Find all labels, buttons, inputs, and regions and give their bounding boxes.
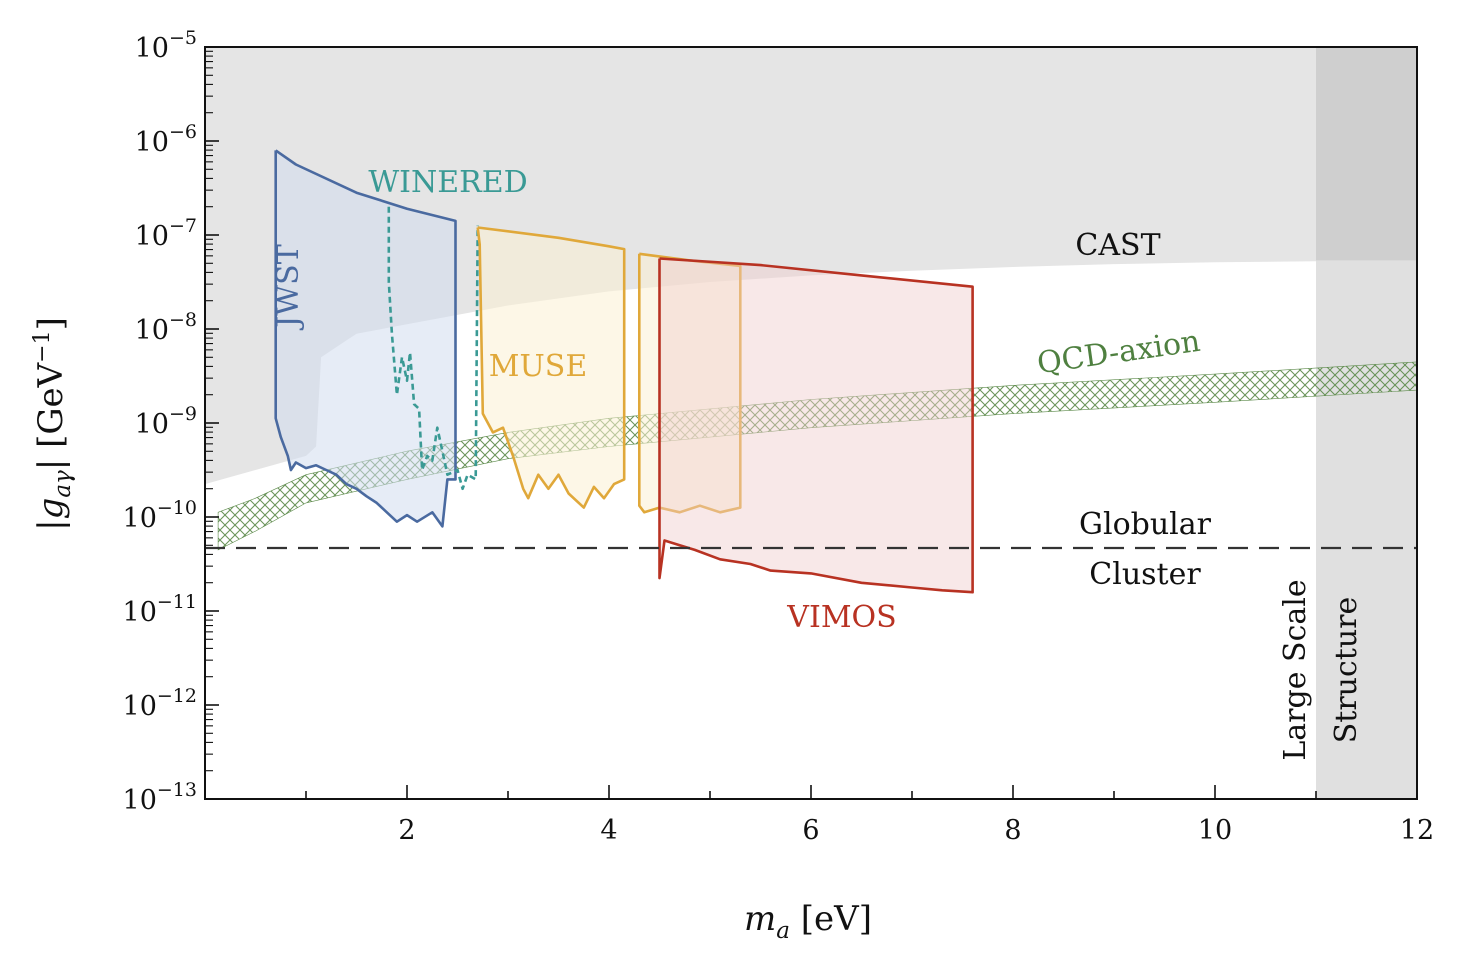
y-tick-label-exponent: −13 <box>157 779 197 801</box>
globular-label-line1: Globular <box>1079 507 1212 542</box>
y-tick-label-base: 10 <box>135 409 169 440</box>
jwst-fill <box>275 150 456 527</box>
x-tick-label: 4 <box>600 815 617 846</box>
y-tick-label-exponent: −6 <box>169 121 197 143</box>
y-axis-title: |gaγ| [GeV−1] <box>30 317 76 531</box>
globular-label-line2: Cluster <box>1089 557 1201 592</box>
y-tick-label-exponent: −12 <box>157 685 197 707</box>
plot-area <box>205 47 1417 799</box>
winered-label: WINERED <box>368 165 527 200</box>
y-axis-title-unit: | [GeV <box>31 361 71 470</box>
y-axis-title-exp: −1 <box>30 330 55 362</box>
y-tick-label-base: 10 <box>123 503 157 534</box>
y-tick-label-exponent: −5 <box>169 27 197 49</box>
jwst-label: JWST <box>271 244 306 330</box>
y-tick-label: 10−9 <box>135 403 197 440</box>
y-tick-label-exponent: −7 <box>169 215 197 237</box>
series-layer <box>274 149 974 594</box>
x-tick-label: 8 <box>1004 815 1021 846</box>
y-tick-label-exponent: −8 <box>169 309 197 331</box>
cast-region <box>205 47 1417 485</box>
muse-label: MUSE <box>489 349 587 384</box>
qcd-axion-label: QCD-axion <box>1035 324 1202 381</box>
x-tick-label: 10 <box>1198 815 1232 846</box>
y-tick-label-exponent: −11 <box>157 591 197 613</box>
y-tick-label: 10−8 <box>135 309 197 346</box>
y-tick-label-exponent: −10 <box>157 497 197 519</box>
muse-nfm-fill <box>639 253 741 513</box>
y-axis-title-close: ] <box>31 317 71 330</box>
vimos-fill <box>659 258 973 593</box>
vimos-line <box>658 257 974 594</box>
winered-line <box>387 206 479 491</box>
muse-fill <box>477 227 625 508</box>
x-tick-label: 12 <box>1400 815 1434 846</box>
jwst-line <box>274 149 457 528</box>
y-axis-title-main: |g <box>31 498 71 531</box>
x-axis-title-main: m <box>744 899 776 939</box>
y-tick-label-base: 10 <box>135 221 169 252</box>
muse-nfm-line <box>638 252 742 514</box>
y-tick-label-exponent: −9 <box>169 403 197 425</box>
cast-lss-overlap-region <box>1316 47 1417 261</box>
x-axis-title: ma [eV] <box>744 899 872 944</box>
y-tick-label: 10−6 <box>135 121 197 158</box>
y-tick-label-base: 10 <box>123 691 157 722</box>
y-tick-label: 10−12 <box>123 685 197 722</box>
lss-label-line2: Structure <box>1329 597 1364 744</box>
y-tick-label: 10−13 <box>123 779 197 816</box>
x-axis-title-sub: a <box>776 918 790 944</box>
y-tick-label-base: 10 <box>123 597 157 628</box>
lss-label-line1: Large Scale <box>1278 579 1313 760</box>
y-tick-label-base: 10 <box>135 127 169 158</box>
y-tick-label: 10−5 <box>135 27 197 64</box>
regions-layer <box>205 47 1417 799</box>
y-tick-label: 10−7 <box>135 215 197 252</box>
y-tick-label: 10−11 <box>123 591 197 628</box>
x-tick-label: 6 <box>802 815 819 846</box>
y-tick-label-base: 10 <box>135 315 169 346</box>
y-tick-label-base: 10 <box>135 33 169 64</box>
x-axis-title-unit: [eV] <box>790 899 872 939</box>
y-tick-label: 10−10 <box>123 497 197 534</box>
ticks-layer: 2 4 6 8 10 1210−510−610−710−810−910−1010−1110… <box>123 27 1435 846</box>
y-axis-title-sub: aγ <box>50 470 76 498</box>
cast-label: CAST <box>1075 228 1160 263</box>
vimos-label: VIMOS <box>786 600 896 635</box>
x-tick-label: 2 <box>398 815 415 846</box>
muse-line <box>476 226 626 509</box>
y-tick-label-base: 10 <box>123 785 157 816</box>
